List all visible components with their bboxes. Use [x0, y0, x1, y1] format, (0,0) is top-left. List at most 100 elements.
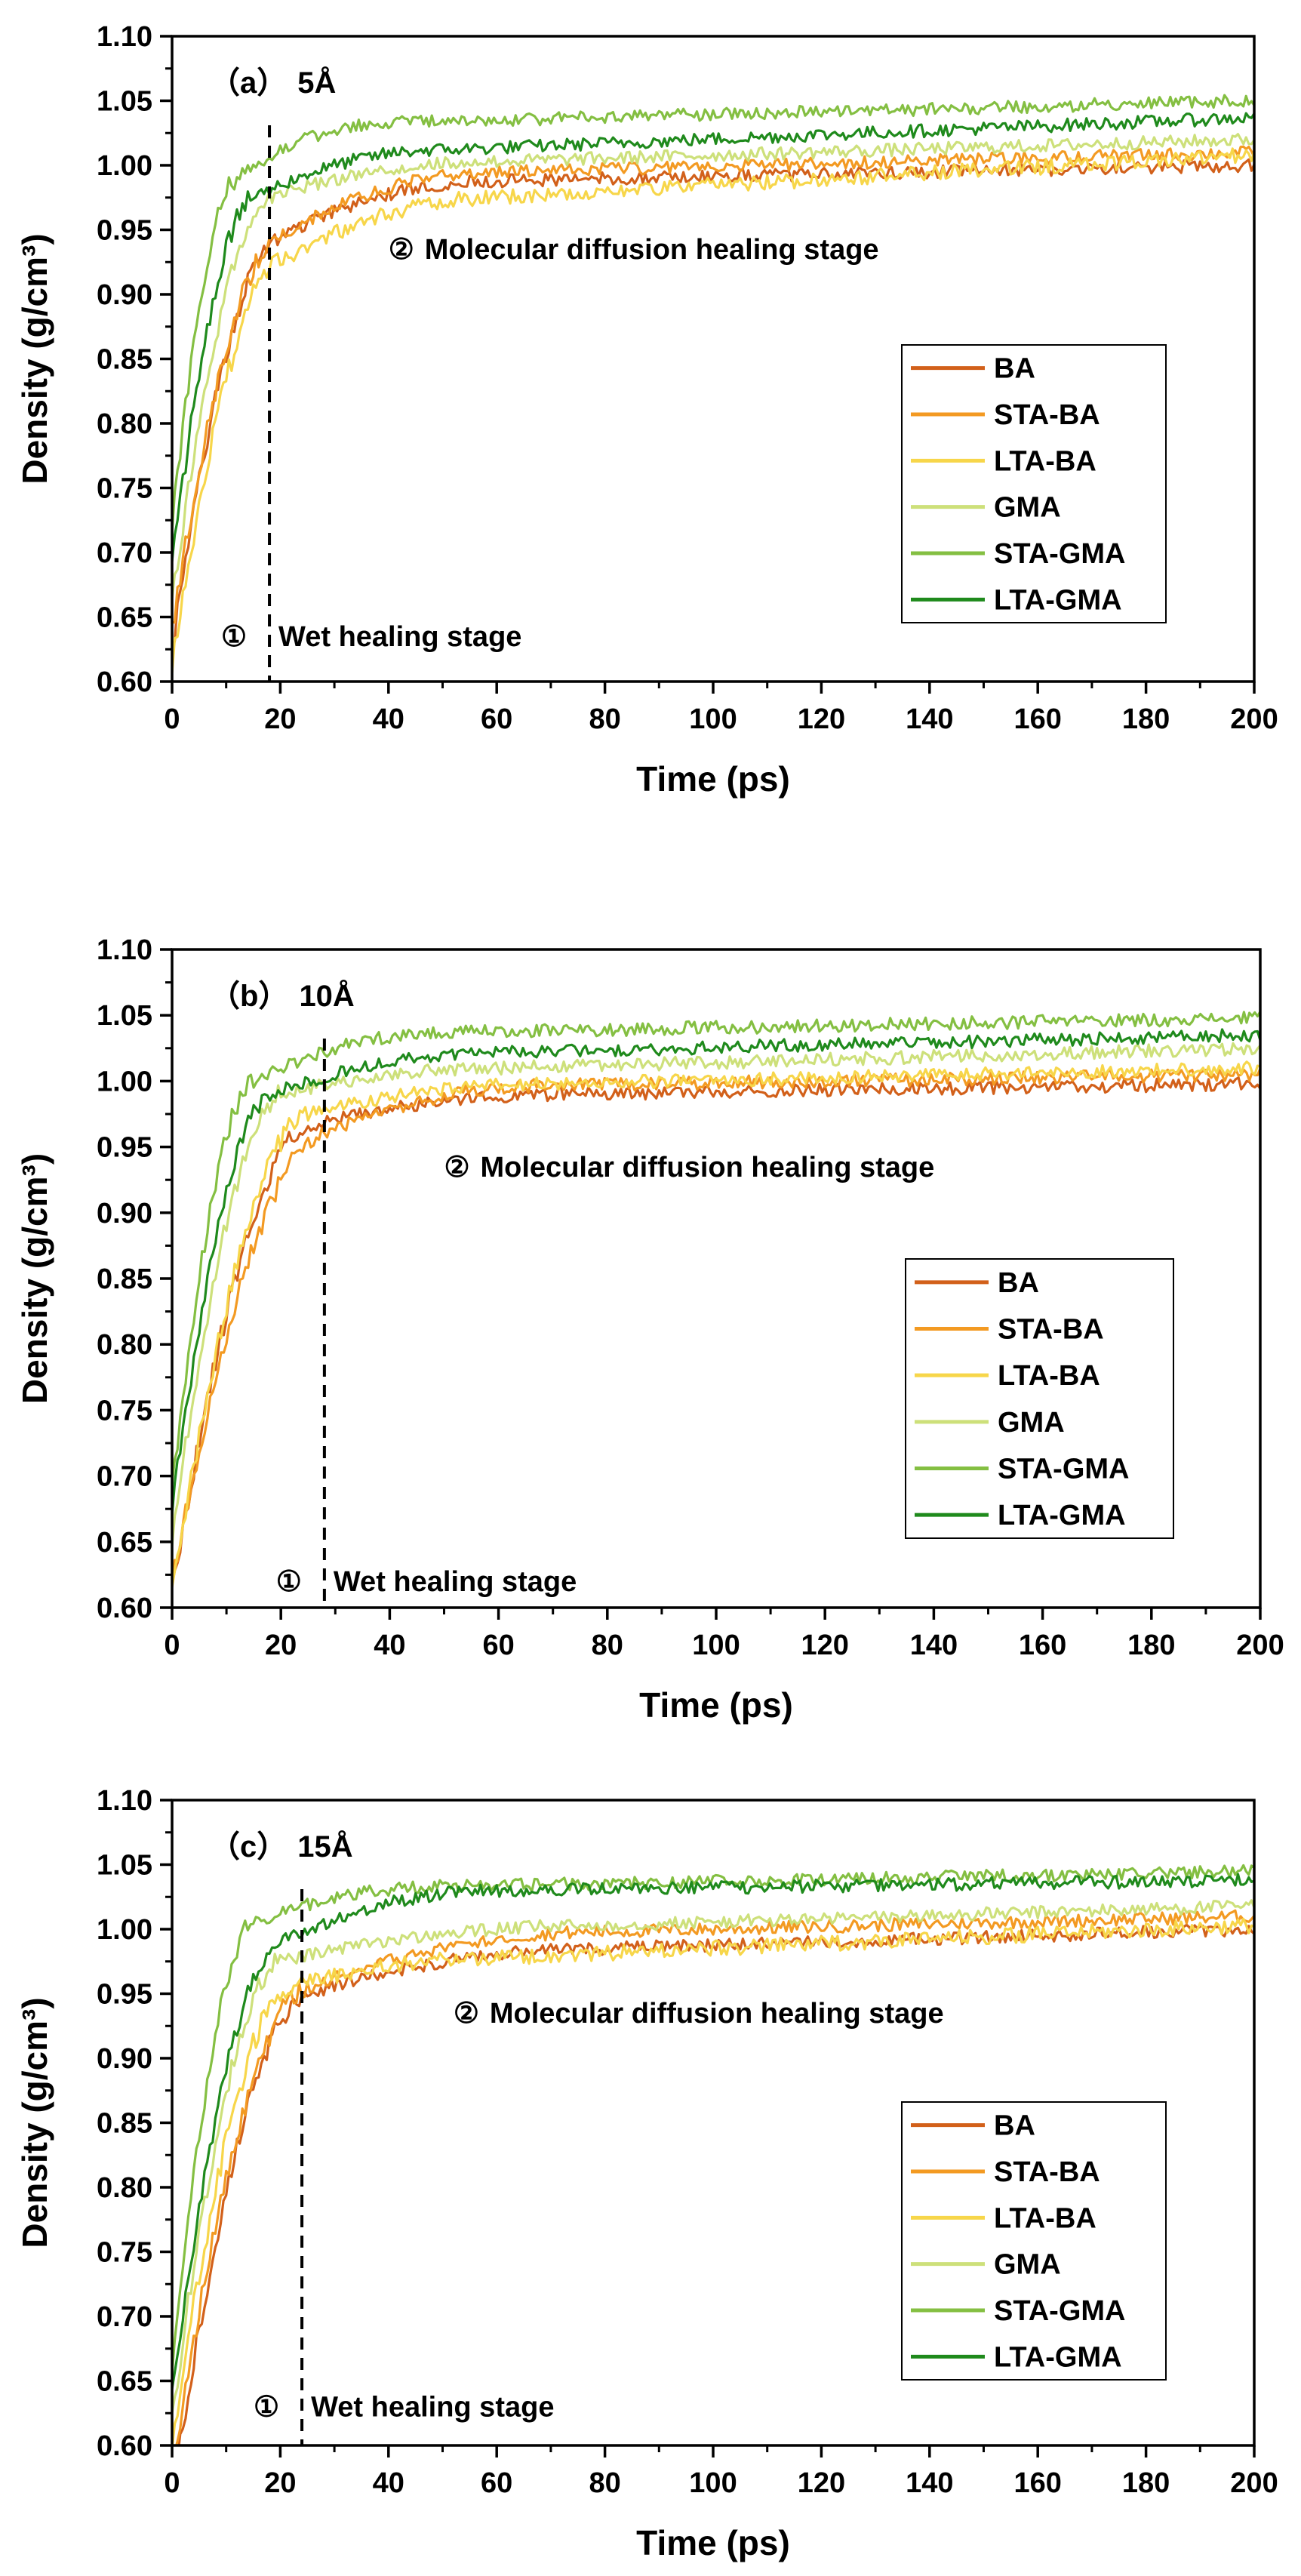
x-tick-label: 120 — [798, 2467, 845, 2499]
x-tick-label: 140 — [910, 1630, 958, 1661]
series-line-sta-gma — [172, 1864, 1254, 2373]
chart-panel-a: 0 20 40 60 80 100 120 140 160 180 200 0.60 0.65 0.70 0… — [15, 21, 1278, 799]
y-tick-label: 0.60 — [97, 1593, 152, 1624]
y-tick-label: 0.65 — [97, 1527, 152, 1559]
stage1-label: Wet healing stage — [334, 1566, 577, 1598]
x-tick-label: 100 — [692, 1630, 740, 1661]
legend-entry: STA-BA — [994, 399, 1100, 431]
x-tick-label: 180 — [1127, 1630, 1175, 1661]
series-line-ba — [172, 1076, 1260, 1586]
x-tick-label: 0 — [164, 703, 180, 735]
stage1-symbol: ① — [276, 1566, 302, 1598]
series-lines — [172, 94, 1254, 673]
panel-label: （a） 5Å — [210, 66, 336, 100]
series-line-lta-gma — [172, 112, 1254, 562]
y-tick-label: 0.60 — [97, 2430, 152, 2462]
y-tick-label: 1.00 — [97, 1066, 152, 1097]
y-tick-label: 0.95 — [97, 1132, 152, 1164]
x-tick-label: 120 — [798, 703, 845, 735]
y-tick-label: 1.10 — [97, 934, 152, 966]
x-tick-label: 80 — [589, 703, 620, 735]
legend-entry: STA-GMA — [994, 2295, 1126, 2327]
x-tick-label: 160 — [1013, 2467, 1061, 2499]
panel-letter: （a） — [210, 66, 287, 100]
y-tick-label: 0.75 — [97, 2237, 152, 2269]
stage2-label: Molecular diffusion healing stage — [425, 234, 879, 266]
stage2-label: Molecular diffusion healing stage — [481, 1152, 935, 1183]
x-tick-label: 160 — [1013, 703, 1061, 735]
y-tick-label: 0.95 — [97, 215, 152, 247]
stage2-label: Molecular diffusion healing stage — [490, 1998, 944, 2030]
series-line-lta-ba — [172, 147, 1254, 673]
legend-entry: GMA — [994, 2249, 1061, 2281]
panel-letter: （c） — [210, 1830, 287, 1864]
y-tick-label: 0.65 — [97, 2366, 152, 2398]
legend-entry: BA — [998, 1267, 1039, 1299]
stage1-symbol: ① — [221, 621, 247, 653]
x-tick-label: 140 — [906, 703, 953, 735]
y-tick-label: 0.75 — [97, 473, 152, 505]
series-line-sta-ba — [172, 145, 1254, 624]
legend-entry: BA — [994, 2110, 1035, 2142]
x-tick-label: 0 — [164, 1630, 180, 1661]
y-tick-label: 0.75 — [97, 1395, 152, 1426]
series-lines — [172, 1864, 1254, 2445]
series-line-gma — [172, 133, 1254, 599]
x-tick-label: 40 — [373, 703, 404, 735]
stage1-symbol: ① — [254, 2392, 279, 2424]
x-tick-label: 0 — [164, 2467, 180, 2499]
legend-entry: LTA-BA — [994, 2202, 1096, 2234]
x-tick-label: 160 — [1019, 1630, 1066, 1661]
y-tick-label: 0.90 — [97, 1198, 152, 1230]
x-tick-label: 40 — [373, 2467, 404, 2499]
legend: BA STA-BA LTA-BA GMA STA-GMA LTA-GMA — [901, 344, 1167, 623]
x-tick-label: 40 — [374, 1630, 405, 1661]
y-axis-title: Density (g/cm³) — [15, 233, 54, 484]
x-tick-label: 100 — [689, 703, 737, 735]
stage2-symbol: ② — [389, 234, 414, 266]
series-line-lta-ba — [172, 1917, 1254, 2445]
x-tick-label: 20 — [264, 2467, 296, 2499]
legend-entry: LTA-GMA — [994, 584, 1122, 616]
y-tick-label: 1.05 — [97, 1850, 152, 1882]
x-tick-label: 120 — [801, 1630, 848, 1661]
chart-panel-b: 0 20 40 60 80 100 120 140 160 180 200 0.60 0.65 0.70 0… — [15, 934, 1284, 1725]
y-tick-label: 0.85 — [97, 2108, 152, 2140]
y-tick-label: 0.90 — [97, 279, 152, 311]
x-tick-label: 60 — [481, 2467, 512, 2499]
series-line-sta-gma — [172, 94, 1254, 533]
legend-entry: LTA-GMA — [994, 2341, 1122, 2373]
y-tick-label: 1.00 — [97, 1914, 152, 1946]
legend-box — [905, 1258, 1174, 1539]
legend-entry: BA — [994, 353, 1035, 385]
x-tick-label: 200 — [1236, 1630, 1284, 1661]
series-line-lta-gma — [172, 1028, 1260, 1516]
y-tick-label: 0.85 — [97, 344, 152, 376]
y-tick-label: 0.65 — [97, 602, 152, 634]
y-tick-label: 0.70 — [97, 1461, 152, 1493]
x-tick-label: 80 — [592, 1630, 623, 1661]
y-tick-label: 0.80 — [97, 408, 152, 440]
stage1-label: Wet healing stage — [278, 621, 521, 653]
legend-entry: STA-GMA — [998, 1454, 1130, 1485]
legend-entry: STA-BA — [998, 1314, 1104, 1346]
y-axis-title: Density (g/cm³) — [15, 1153, 54, 1404]
series-line-sta-gma — [172, 1011, 1260, 1485]
y-tick-label: 0.70 — [97, 537, 152, 569]
y-tick-label: 0.70 — [97, 2301, 152, 2333]
legend-box — [901, 344, 1167, 623]
x-tick-label: 20 — [265, 1630, 297, 1661]
x-tick-label: 60 — [482, 1630, 514, 1661]
y-tick-label: 0.95 — [97, 1979, 152, 2011]
x-tick-label: 80 — [589, 2467, 620, 2499]
panel-label: （c） 15Å — [210, 1830, 353, 1864]
panel-letter: （b） — [210, 980, 288, 1013]
y-tick-label: 0.80 — [97, 1329, 152, 1361]
x-tick-label: 20 — [264, 703, 296, 735]
y-tick-label: 1.10 — [97, 21, 152, 53]
stage1-label: Wet healing stage — [311, 2392, 554, 2424]
stage2-symbol: ② — [444, 1152, 470, 1183]
gap-size: 5Å — [297, 66, 336, 100]
gap-size: 10Å — [299, 979, 354, 1013]
